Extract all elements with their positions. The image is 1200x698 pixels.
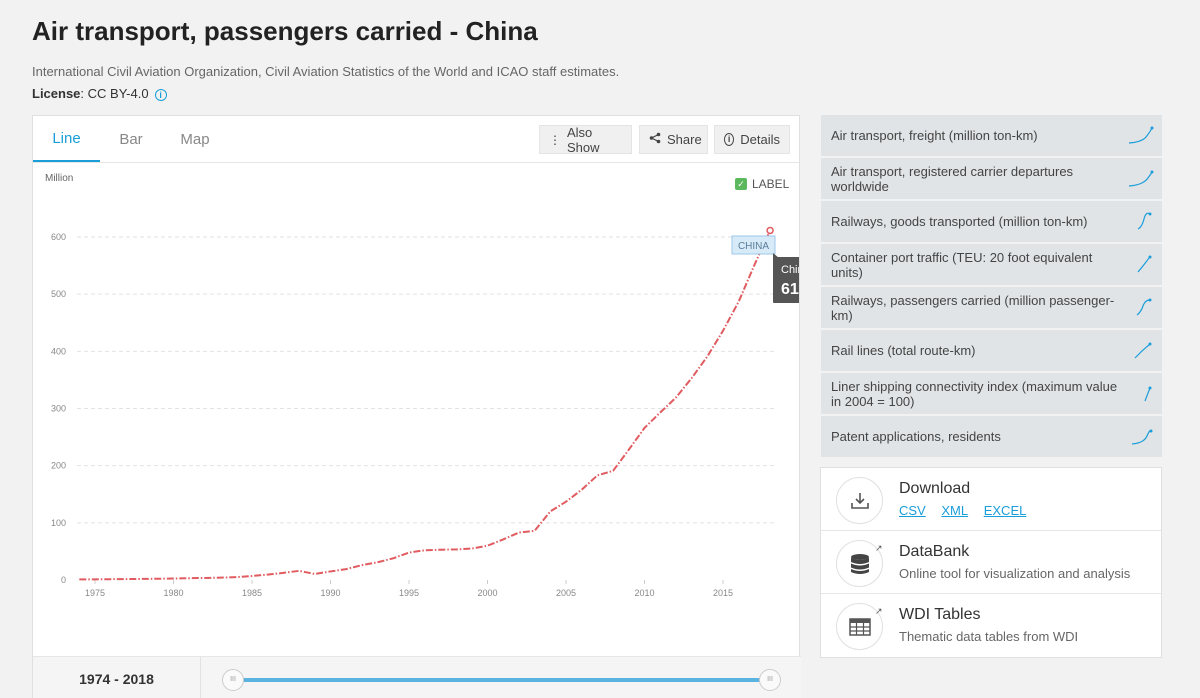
x-tick-label: 1990 <box>320 588 340 598</box>
download-links: CSV XML EXCEL <box>899 503 1038 518</box>
source-note: International Civil Aviation Organizatio… <box>32 64 620 79</box>
line-chart: Million 0 100 200 300 400 500 600 1975 1980 1985 19… <box>45 173 799 598</box>
tab-bar[interactable]: Bar <box>119 130 143 148</box>
y-tick-label: 0 <box>61 575 66 585</box>
related-item-label: Air transport, registered carrier depart… <box>831 163 1074 194</box>
license-label: License <box>32 86 81 101</box>
related-item[interactable]: Railways, passengers carried (million pa… <box>821 287 1162 328</box>
wdi-title[interactable]: WDI Tables <box>899 606 981 623</box>
database-icon: ↗ <box>836 540 883 587</box>
y-tick-label: 100 <box>51 518 66 528</box>
tab-map[interactable]: Map <box>180 130 210 148</box>
y-tick-label: 200 <box>51 461 66 471</box>
share-label: Share <box>667 132 702 147</box>
series-label: CHINA <box>738 241 769 252</box>
related-item-label: Liner shipping connectivity index (maxim… <box>831 378 1118 409</box>
share-icon <box>649 132 661 147</box>
series-label-box <box>731 235 776 255</box>
related-item-label: Rail lines (total route-km) <box>831 343 976 358</box>
slider-track[interactable] <box>233 678 770 682</box>
slider-handle-end[interactable]: III <box>759 669 781 691</box>
related-item-label: Patent applications, residents <box>831 429 1001 444</box>
label-toggle[interactable]: ✓ LABEL <box>735 177 789 191</box>
download-excel-link[interactable]: EXCEL <box>983 503 1027 518</box>
checkbox-checked-icon[interactable]: ✓ <box>735 178 747 190</box>
related-item[interactable]: Air transport, freight (million ton-km) <box>821 115 1162 156</box>
x-tick-label: 2005 <box>556 588 576 598</box>
label-toggle-text: LABEL <box>752 177 790 191</box>
sparkline-icon <box>1128 170 1154 187</box>
also-show-label: Also Show <box>567 124 600 155</box>
databank-title[interactable]: DataBank <box>899 543 970 560</box>
sparkline-icon <box>1137 255 1152 273</box>
download-icon <box>836 477 883 524</box>
related-item-label: Railways, goods transported (million ton… <box>831 214 1088 229</box>
chart-panel: Line Bar Map ⋮ Also Show Share i Details… <box>32 115 801 698</box>
sparkline-icon <box>1128 126 1154 144</box>
details-label: Details <box>740 132 780 147</box>
related-item[interactable]: Rail lines (total route-km) <box>821 330 1162 371</box>
related-item-label: Railways, passengers carried (million pa… <box>831 292 1115 323</box>
chart-tabs: Line Bar Map <box>33 116 228 162</box>
sparkline-icon <box>1144 386 1152 402</box>
x-tick-label: 1975 <box>85 588 105 598</box>
databank-section[interactable]: ↗ DataBank Online tool for visualization… <box>821 531 1161 594</box>
details-info-icon: i <box>724 133 735 146</box>
details-button[interactable]: i Details <box>714 125 790 154</box>
download-xml-link[interactable]: XML <box>941 503 969 518</box>
y-tick-label: 300 <box>51 404 66 414</box>
x-tick-label: 1980 <box>163 588 183 598</box>
related-item-label: Air transport, freight (million ton-km) <box>831 128 1038 143</box>
slider-handle-start[interactable]: III <box>222 669 244 691</box>
y-tick-label: 500 <box>51 289 66 299</box>
x-tick-label: 2010 <box>634 588 654 598</box>
series-line-china <box>79 230 772 581</box>
related-item-label: Container port traffic (TEU: 20 foot equ… <box>831 249 1093 280</box>
tooltip-value: 611,439,830 <box>781 281 799 298</box>
download-csv-link[interactable]: CSV <box>899 503 926 518</box>
range-label: 1974 - 2018 <box>33 657 201 698</box>
related-item[interactable]: Railways, goods transported (million ton… <box>821 201 1162 242</box>
related-item[interactable]: Air transport, registered carrier depart… <box>821 158 1162 199</box>
resources-panel: Download CSV XML EXCEL ↗ DataBank Online… <box>820 467 1162 658</box>
sparkline-icon <box>1131 429 1153 445</box>
external-link-icon: ↗ <box>875 606 883 616</box>
sparkline-icon <box>1137 212 1152 230</box>
external-link-icon: ↗ <box>875 543 883 553</box>
also-show-button[interactable]: ⋮ Also Show <box>539 124 632 155</box>
tooltip-title: China (2018) <box>781 264 799 276</box>
y-tick-label: 400 <box>51 346 66 356</box>
page-title: Air transport, passengers carried - Chin… <box>32 16 538 46</box>
sparkline-icon <box>1136 298 1152 316</box>
download-title: Download <box>899 480 971 497</box>
data-point-2018 <box>766 226 774 235</box>
databank-subtitle: Online tool for visualization and analys… <box>899 566 1131 581</box>
tab-line[interactable]: Line <box>33 116 100 162</box>
related-item[interactable]: Container port traffic (TEU: 20 foot equ… <box>821 244 1162 285</box>
x-tick-label: 2015 <box>713 588 733 598</box>
license-value: : CC BY-4.0 <box>80 86 149 101</box>
y-tick-label: 600 <box>51 232 66 242</box>
table-icon: ↗ <box>836 603 883 650</box>
x-tick-label: 2000 <box>477 588 497 598</box>
related-indicators: Air transport, freight (million ton-km) … <box>821 115 1162 459</box>
range-slider-bar: 1974 - 2018 III III <box>33 656 801 698</box>
info-icon[interactable]: i <box>154 89 167 101</box>
download-section: Download CSV XML EXCEL <box>821 468 1161 531</box>
share-button[interactable]: Share <box>639 125 708 154</box>
tab-divider <box>33 162 799 163</box>
more-vertical-icon: ⋮ <box>549 132 561 147</box>
wdi-section[interactable]: ↗ WDI Tables Thematic data tables from W… <box>821 594 1161 657</box>
x-tick-label: 1985 <box>242 588 262 598</box>
related-item[interactable]: Liner shipping connectivity index (maxim… <box>821 373 1162 414</box>
x-tick-label: 1995 <box>399 588 419 598</box>
sparkline-icon <box>1134 342 1152 359</box>
related-item[interactable]: Patent applications, residents <box>821 416 1162 457</box>
license: License: CC BY-4.0 i <box>32 86 167 101</box>
tooltip-box <box>773 257 799 303</box>
y-axis-label: Million <box>45 173 73 184</box>
wdi-subtitle: Thematic data tables from WDI <box>899 629 1079 644</box>
